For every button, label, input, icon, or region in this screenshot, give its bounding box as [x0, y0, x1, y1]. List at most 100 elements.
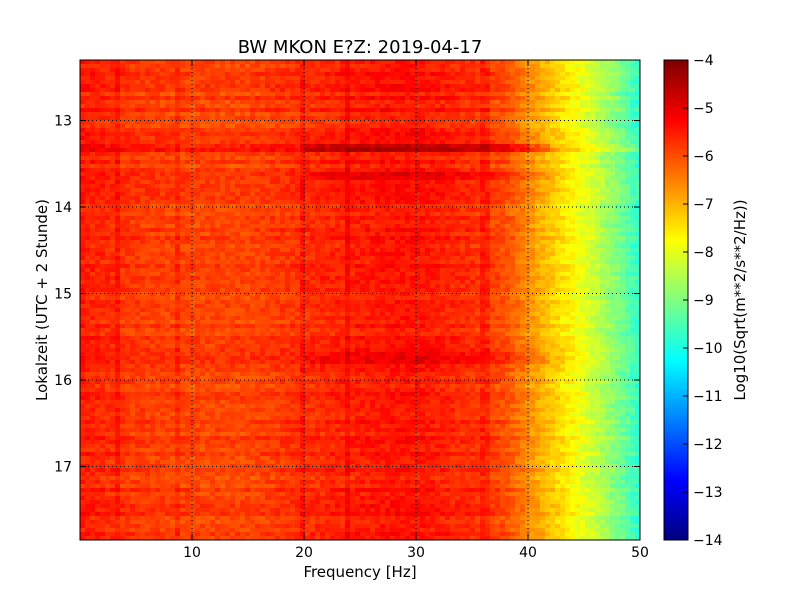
heatmap-cell: [265, 192, 271, 197]
heatmap-cell: [425, 168, 431, 173]
heatmap-cell: [405, 196, 411, 201]
heatmap-cell: [530, 120, 536, 125]
heatmap-cell: [425, 152, 431, 157]
heatmap-cell: [210, 236, 216, 241]
heatmap-cell: [295, 84, 301, 89]
heatmap-cell: [535, 100, 541, 105]
heatmap-cell: [420, 72, 426, 77]
heatmap-cell: [330, 180, 336, 185]
heatmap-cell: [140, 228, 146, 233]
heatmap-cell: [80, 188, 86, 193]
heatmap-cell: [340, 132, 346, 137]
heatmap-cell: [130, 144, 136, 149]
heatmap-cell: [85, 64, 91, 69]
heatmap-cell: [610, 184, 616, 189]
heatmap-cell: [260, 224, 266, 229]
heatmap-cell: [430, 128, 436, 133]
heatmap-cell: [375, 76, 381, 81]
heatmap-cell: [150, 120, 156, 125]
heatmap-cell: [465, 76, 471, 81]
heatmap-cell: [635, 124, 640, 129]
heatmap-cell: [220, 144, 226, 149]
heatmap-cell: [210, 60, 216, 65]
heatmap-cell: [120, 148, 126, 153]
heatmap-cell: [135, 180, 141, 185]
heatmap-cell: [275, 136, 281, 141]
heatmap-cell: [295, 76, 301, 81]
heatmap-cell: [190, 104, 196, 109]
heatmap-cell: [405, 200, 411, 205]
heatmap-cell: [290, 132, 296, 137]
heatmap-cell: [580, 104, 586, 109]
heatmap-cell: [235, 156, 241, 161]
heatmap-cell: [320, 120, 326, 125]
heatmap-cell: [555, 92, 561, 97]
heatmap-cell: [140, 200, 146, 205]
heatmap-cell: [270, 236, 276, 241]
heatmap-cell: [280, 228, 286, 233]
heatmap-cell: [315, 120, 321, 125]
heatmap-cell: [355, 180, 361, 185]
heatmap-cell: [130, 60, 136, 65]
heatmap-cell: [265, 80, 271, 85]
heatmap-cell: [135, 204, 141, 209]
heatmap-cell: [605, 172, 611, 177]
heatmap-cell: [620, 104, 626, 109]
heatmap-cell: [285, 152, 291, 157]
heatmap-cell: [210, 108, 216, 113]
heatmap-cell: [340, 112, 346, 117]
heatmap-cell: [365, 200, 371, 205]
heatmap-cell: [570, 216, 576, 221]
heatmap-cell: [485, 172, 491, 177]
heatmap-cell: [195, 164, 201, 169]
heatmap-cell: [435, 188, 441, 193]
heatmap-cell: [250, 108, 256, 113]
heatmap-cell: [160, 208, 166, 213]
heatmap-cell: [280, 152, 286, 157]
heatmap-cell: [420, 204, 426, 209]
heatmap-cell: [430, 96, 436, 101]
heatmap-cell: [80, 164, 86, 169]
heatmap-cell: [495, 60, 501, 65]
heatmap-cell: [190, 132, 196, 137]
heatmap-cell: [245, 76, 251, 81]
heatmap-cell: [135, 212, 141, 217]
heatmap-cell: [480, 80, 486, 85]
heatmap-cell: [110, 60, 116, 65]
heatmap-cell: [195, 208, 201, 213]
heatmap-cell: [290, 176, 296, 181]
heatmap-cell: [220, 96, 226, 101]
heatmap-cell: [130, 216, 136, 221]
heatmap-cell: [180, 192, 186, 197]
heatmap-cell: [240, 152, 246, 157]
heatmap-cell: [620, 60, 626, 65]
heatmap-cell: [445, 96, 451, 101]
heatmap-cell: [625, 220, 631, 225]
heatmap-cell: [635, 156, 640, 161]
heatmap-cell: [490, 136, 496, 141]
heatmap-cell: [420, 140, 426, 145]
heatmap-cell: [315, 152, 321, 157]
heatmap-cell: [620, 112, 626, 117]
heatmap-cell: [130, 100, 136, 105]
heatmap-cell: [190, 144, 196, 149]
heatmap-cell: [130, 184, 136, 189]
heatmap-cell: [100, 224, 106, 229]
heatmap-cell: [390, 112, 396, 117]
heatmap-cell: [620, 184, 626, 189]
heatmap-cell: [325, 76, 331, 81]
heatmap-cell: [255, 96, 261, 101]
heatmap-cell: [385, 168, 391, 173]
heatmap-cell: [495, 88, 501, 93]
heatmap-cell: [235, 236, 241, 241]
heatmap-cell: [290, 164, 296, 169]
heatmap-cell: [425, 68, 431, 73]
heatmap-cell: [90, 156, 96, 161]
heatmap-cell: [115, 136, 121, 141]
heatmap-cell: [135, 100, 141, 105]
heatmap-cell: [585, 136, 591, 141]
heatmap-cell: [330, 236, 336, 241]
heatmap-cell: [110, 88, 116, 93]
heatmap-cell: [165, 164, 171, 169]
heatmap-cell: [565, 104, 571, 109]
